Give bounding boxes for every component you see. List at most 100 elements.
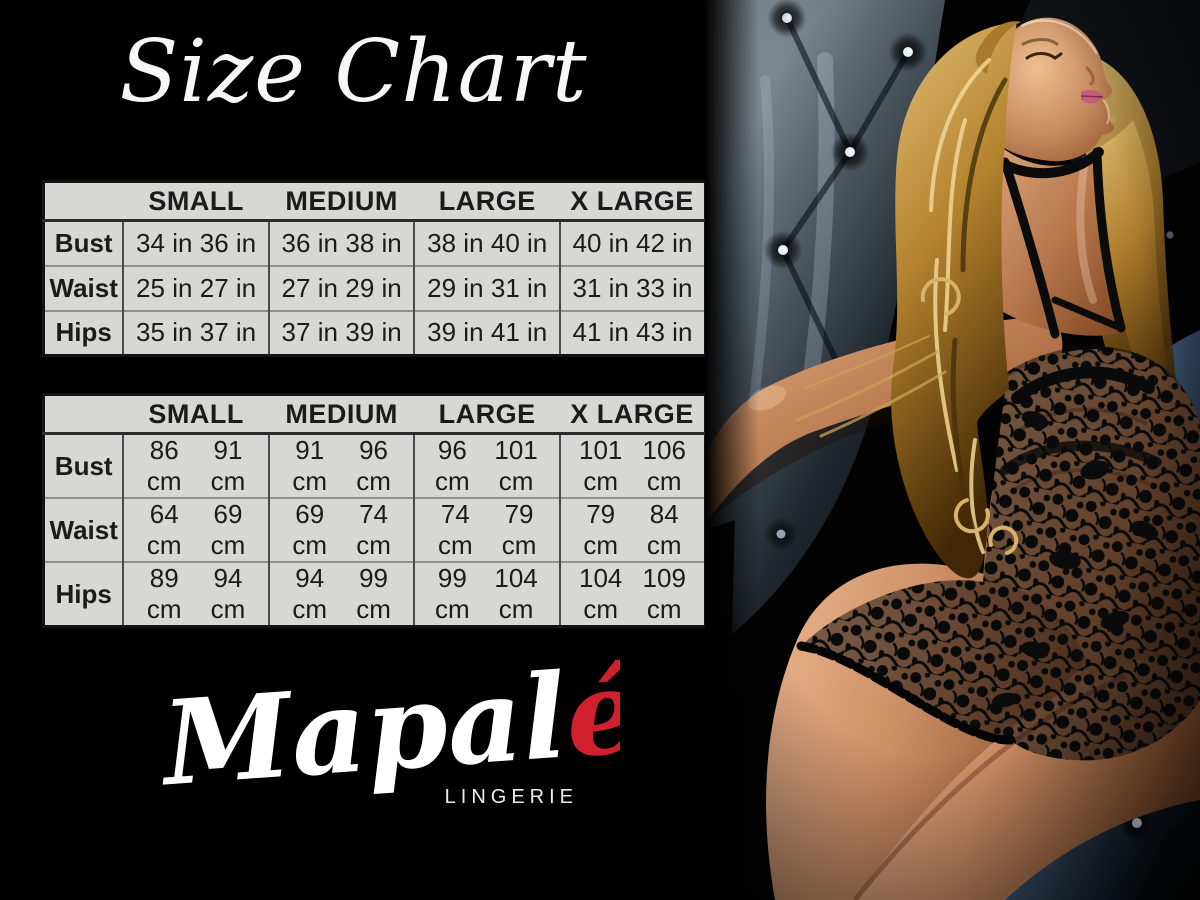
row-label: Waist <box>43 264 125 311</box>
measure-value: 42 in <box>636 227 693 258</box>
measure-value: 84 cm <box>646 499 682 560</box>
measure-value: 38 in <box>345 227 402 258</box>
brand-wordmark-prefix: Mapal <box>155 648 571 812</box>
column-header-large: LARGE <box>414 394 560 435</box>
size-cell: 64 cm 69 cm <box>123 497 270 562</box>
row-label: Hips <box>43 561 125 627</box>
size-cell: 79 cm 84 cm <box>559 497 706 562</box>
measure-value: 109 cm <box>642 563 686 624</box>
size-chart-panel: Size Chart SMALL MEDIUM LARGE X LARGE Bu… <box>42 22 707 813</box>
header-row: SMALL MEDIUM LARGE X LARGE <box>43 181 706 222</box>
size-cell: 29 in 31 in <box>414 264 561 311</box>
measure-value: 74 cm <box>356 499 391 560</box>
row-label: Waist <box>43 497 125 562</box>
measure-value: 104 cm <box>494 563 538 624</box>
measure-value: 79 cm <box>583 499 619 560</box>
measure-value: 106 cm <box>642 435 686 496</box>
measure-value: 27 in <box>281 272 338 303</box>
measure-value: 91 cm <box>292 435 328 496</box>
column-header-medium: MEDIUM <box>268 181 415 222</box>
measure-value: 34 in <box>136 227 193 258</box>
measure-value: 64 cm <box>146 499 182 560</box>
column-header-xlarge: X LARGE <box>559 394 706 435</box>
measure-value: 69 cm <box>210 499 246 560</box>
header-row: SMALL MEDIUM LARGE X LARGE <box>43 394 706 435</box>
measure-value: 79 cm <box>501 499 537 560</box>
measure-value: 31 in <box>572 272 629 303</box>
measure-value: 91 cm <box>210 435 246 496</box>
column-header-xlarge: X LARGE <box>559 181 706 222</box>
photo-left-fade <box>705 0 759 900</box>
measure-value: 74 cm <box>437 499 473 560</box>
measure-value: 29 in <box>427 272 484 303</box>
column-header-medium: MEDIUM <box>268 394 415 435</box>
size-cell: 69 cm 74 cm <box>268 497 416 562</box>
size-cell: 31 in 33 in <box>559 264 706 311</box>
measure-value: 99 cm <box>435 563 470 624</box>
measure-value: 101 cm <box>494 435 538 496</box>
size-cell: 39 in 41 in <box>414 309 561 356</box>
model-photo <box>705 0 1200 900</box>
size-cell: 101 cm 106 cm <box>560 434 706 499</box>
size-cell: 74 cm 79 cm <box>414 497 561 562</box>
measure-value: 29 in <box>345 272 402 303</box>
page-title: Size Chart <box>119 22 588 122</box>
corner-cell <box>43 394 124 435</box>
measure-value: 96 cm <box>435 435 470 496</box>
brand-logo: Mapalé LINGERIE <box>155 648 620 813</box>
size-cell: 104 cm 109 cm <box>559 561 706 627</box>
measure-value: 89 cm <box>146 563 182 624</box>
measure-value: 36 in <box>281 227 338 258</box>
measure-value: 69 cm <box>292 499 328 560</box>
size-cell: 89 cm 94 cm <box>123 561 270 627</box>
size-cell: 86 cm 91 cm <box>123 433 270 498</box>
size-cell: 35 in 37 in <box>123 309 270 356</box>
size-cell: 40 in 42 in <box>560 221 706 266</box>
size-cell: 27 in 29 in <box>268 264 416 311</box>
row-label: Hips <box>43 309 125 356</box>
measure-value: 35 in <box>136 317 193 348</box>
measure-value: 25 in <box>136 272 193 303</box>
measure-value: 43 in <box>636 317 693 348</box>
size-cell: 41 in 43 in <box>559 309 706 356</box>
measure-value: 41 in <box>490 317 548 348</box>
size-cell: 91 cm 96 cm <box>268 433 416 498</box>
photo-vignette <box>705 0 1200 900</box>
size-cell: 36 in 38 in <box>268 220 416 266</box>
column-header-small: SMALL <box>123 181 269 222</box>
measure-value: 36 in <box>199 227 257 258</box>
row-label: Bust <box>43 433 125 498</box>
brand-wordmark-accent-letter: é <box>561 648 620 784</box>
measure-value: 39 in <box>427 317 484 348</box>
measure-value: 96 cm <box>356 435 391 496</box>
measure-value: 41 in <box>572 317 629 348</box>
measure-value: 27 in <box>199 272 257 303</box>
measure-value: 40 in <box>572 227 629 258</box>
table-row-bust: Bust 34 in 36 in 36 in 38 in 38 in 40 in 40… <box>43 220 706 266</box>
measure-value: 94 cm <box>210 563 246 624</box>
measure-value: 31 in <box>490 272 548 303</box>
measure-value: 38 in <box>427 227 484 258</box>
size-cell: 99 cm 104 cm <box>414 561 561 627</box>
measure-value: 94 cm <box>292 563 328 624</box>
table-row-hips: Hips 89 cm 94 cm 94 cm 99 cm 99 cm 104 cm 1… <box>43 561 706 627</box>
measure-value: 37 in <box>199 317 257 348</box>
brand-tagline: LINGERIE <box>445 786 578 808</box>
measure-value: 40 in <box>490 227 548 258</box>
measure-value: 86 cm <box>146 435 182 496</box>
size-chart-inches-table: SMALL MEDIUM LARGE X LARGE Bust 34 in 36 … <box>42 180 707 357</box>
table-row-waist: Waist 64 cm 69 cm 69 cm 74 cm 74 cm 79 cm 7… <box>43 497 706 562</box>
corner-cell <box>43 181 124 222</box>
measure-value: 101 cm <box>578 435 623 496</box>
measure-value: 39 in <box>345 317 402 348</box>
measure-value: 33 in <box>636 272 693 303</box>
measure-value: 99 cm <box>356 563 391 624</box>
size-cell: 37 in 39 in <box>268 309 416 356</box>
brand-wordmark: Mapalé <box>155 648 620 813</box>
table-row-bust: Bust 86 cm 91 cm 91 cm 96 cm 96 cm 101 cm 1… <box>43 433 706 499</box>
measure-value: 104 cm <box>578 563 623 624</box>
column-header-small: SMALL <box>123 394 269 435</box>
size-cell: 38 in 40 in <box>414 220 561 266</box>
size-chart-centimeters-table: SMALL MEDIUM LARGE X LARGE Bust 86 cm 91 … <box>42 393 707 628</box>
row-label: Bust <box>43 220 125 266</box>
